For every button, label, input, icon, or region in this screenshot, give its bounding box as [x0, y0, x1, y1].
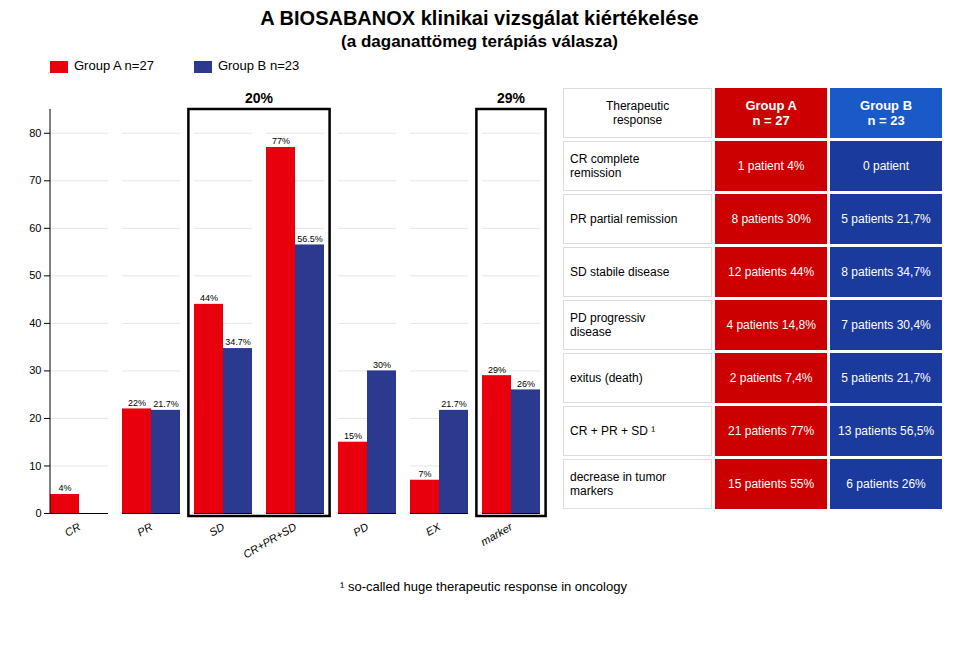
svg-text:26%: 26% — [517, 379, 535, 389]
svg-text:marker: marker — [479, 520, 516, 548]
svg-text:7%: 7% — [418, 469, 431, 479]
html-text:Therapeutic response: Therapeutic response — [605, 99, 670, 128]
svg-text:21.7%: 21.7% — [153, 399, 179, 409]
html-text:SD stabile disease: SD stabile disease — [570, 265, 670, 280]
svg-text:SD: SD — [207, 521, 226, 539]
svg-text:21.7%: 21.7% — [441, 399, 467, 409]
svg-text:4%: 4% — [58, 484, 71, 494]
html-text:1 patient 4%: 1 patient 4% — [737, 159, 805, 174]
svg-text:44%: 44% — [200, 294, 218, 304]
svg-text:20%: 20% — [245, 90, 274, 106]
svg-text:80: 80 — [29, 127, 41, 139]
svg-text:50: 50 — [29, 270, 41, 282]
html-text:Group B n=23: Group B n=23 — [217, 58, 300, 74]
html-text:Group A n=27: Group A n=27 — [74, 58, 154, 74]
html-text:12 patients 44%: 12 patients 44% — [728, 265, 815, 280]
svg-text:CR: CR — [62, 521, 82, 539]
svg-text:34.7%: 34.7% — [225, 338, 251, 348]
html-text:CR complete remission: CR complete remission — [570, 152, 640, 181]
svg-text:15%: 15% — [344, 431, 362, 441]
svg-text:77%: 77% — [272, 137, 290, 147]
html-text:4 patients 14,8%: 4 patients 14,8% — [726, 318, 816, 333]
html-text:A BIOSABANOX klinikai vizsgála: A BIOSABANOX klinikai vizsgálat kiértéke… — [260, 7, 699, 29]
html-text:Group B n = 23: Group B n = 23 — [860, 98, 912, 129]
html-text:(a daganattömeg terápiás válas: (a daganattömeg terápiás válasza) — [341, 32, 618, 51]
html-text:2 patients 7,4%: 2 patients 7,4% — [729, 371, 813, 386]
svg-text:20: 20 — [29, 412, 41, 424]
html-text:¹ so-called huge therapeutic r: ¹ so-called huge therapeutic response in… — [340, 579, 627, 595]
html-text:15 patients 55%: 15 patients 55% — [728, 477, 815, 492]
svg-text:PD: PD — [351, 521, 370, 539]
html-text:6 patients 26%: 6 patients 26% — [846, 477, 926, 492]
html-text:8 patients 30%: 8 patients 30% — [731, 212, 811, 227]
svg-text:0: 0 — [35, 507, 41, 519]
html-text:21 patients 77%: 21 patients 77% — [728, 424, 815, 439]
html-text:Group A n = 27: Group A n = 27 — [745, 98, 797, 129]
svg-text:EX: EX — [424, 520, 443, 538]
html-text:0 patient: 0 patient — [863, 159, 910, 174]
svg-text:30: 30 — [29, 365, 41, 377]
html-text:PD progressiv disease: PD progressiv disease — [570, 311, 646, 340]
html-text:8 patients 34,7%: 8 patients 34,7% — [841, 265, 931, 280]
svg-text:29%: 29% — [497, 90, 526, 106]
html-text:5 patients 21,7%: 5 patients 21,7% — [841, 371, 931, 386]
html-text:PR partial remission: PR partial remission — [570, 212, 678, 227]
html-text:decrease in tumor markers: decrease in tumor markers — [570, 470, 666, 499]
svg-text:10: 10 — [29, 460, 41, 472]
html-text:CR + PR + SD ¹: CR + PR + SD ¹ — [570, 424, 656, 439]
svg-text:CR+PR+SD: CR+PR+SD — [241, 521, 298, 561]
svg-text:70: 70 — [29, 175, 41, 187]
html-text:exitus (death): exitus (death) — [570, 371, 643, 386]
html-text:13 patients 56,5%: 13 patients 56,5% — [838, 424, 935, 439]
svg-text:29%: 29% — [488, 365, 506, 375]
svg-text:60: 60 — [29, 222, 41, 234]
svg-text:22%: 22% — [128, 398, 146, 408]
svg-text:PR: PR — [135, 521, 154, 539]
svg-text:30%: 30% — [373, 360, 391, 370]
html-text:7 patients 30,4%: 7 patients 30,4% — [841, 318, 931, 333]
svg-text:40: 40 — [29, 317, 41, 329]
html-text:5 patients 21,7%: 5 patients 21,7% — [841, 212, 931, 227]
svg-text:56.5%: 56.5% — [297, 234, 323, 244]
